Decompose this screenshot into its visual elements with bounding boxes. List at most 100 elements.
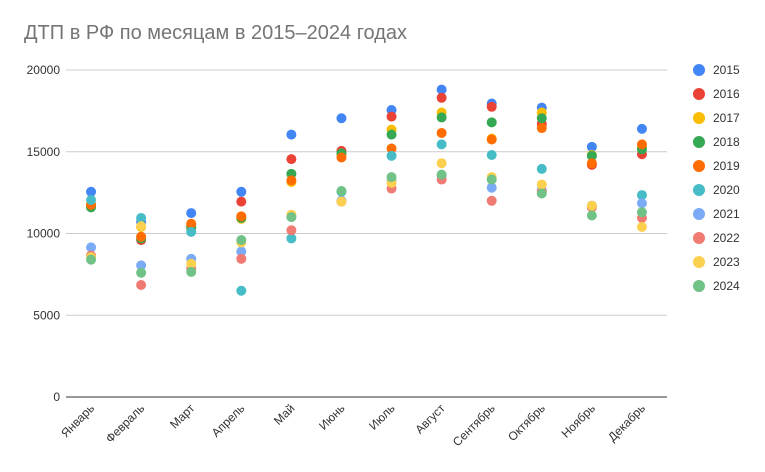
data-point-2023 [536, 179, 547, 190]
data-point-2016 [286, 154, 297, 165]
data-point-2021 [486, 182, 497, 193]
data-point-2015 [186, 208, 197, 219]
data-point-2020 [286, 233, 297, 244]
x-tick-label: Февраль [103, 401, 147, 445]
x-tick-label: Март [167, 401, 198, 432]
data-point-2015 [436, 84, 447, 95]
x-tick-label: Июнь [316, 401, 347, 432]
data-point-2020 [536, 163, 547, 174]
legend-label: 2016 [713, 87, 740, 101]
data-point-2020 [136, 212, 147, 223]
data-point-2023 [586, 200, 597, 211]
data-point-2015 [336, 113, 347, 124]
data-point-2023 [136, 221, 147, 232]
data-point-2020 [636, 190, 647, 201]
y-tick-label: 10000 [27, 227, 61, 241]
legend-label: 2015 [713, 63, 740, 77]
legend-label: 2024 [713, 279, 740, 293]
legend-item: 2024 [693, 279, 740, 293]
data-point-2018 [536, 113, 547, 124]
data-point-2024 [386, 172, 397, 183]
x-tick-label: Сентябрь [450, 401, 498, 449]
y-tick-label: 20000 [27, 63, 61, 77]
x-tick-label: Май [271, 401, 298, 428]
legend-item: 2021 [693, 207, 740, 221]
data-point-2019 [636, 139, 647, 150]
legend-marker [693, 64, 705, 76]
data-point-2019 [536, 123, 547, 134]
data-point-2020 [186, 226, 197, 237]
legend-marker [693, 112, 705, 124]
data-point-2015 [636, 123, 647, 134]
data-point-2024 [486, 174, 497, 185]
x-tick-labels: Январь Февраль Март Апрель Май Июнь Июль Август… [58, 401, 648, 449]
data-point-2016 [486, 101, 497, 112]
x-tick-label: Январь [58, 401, 97, 440]
y-tick-label: 5000 [33, 308, 60, 322]
data-point-2021 [86, 242, 97, 253]
data-point-2021 [636, 198, 647, 209]
data-point-2019 [486, 134, 497, 145]
legend-label: 2018 [713, 135, 740, 149]
y-tick-label: 15000 [27, 145, 61, 159]
data-point-2024 [536, 188, 547, 199]
x-tick-label: Декабрь [605, 401, 648, 444]
data-point-2019 [286, 175, 297, 186]
data-point-2020 [436, 139, 447, 150]
data-point-2024 [286, 212, 297, 223]
legend-item: 2019 [693, 159, 740, 173]
data-point-2019 [236, 211, 247, 222]
data-point-2016 [436, 92, 447, 103]
x-tick-label: Июль [366, 401, 398, 433]
data-point-2024 [136, 267, 147, 278]
legend-item: 2016 [693, 87, 740, 101]
data-point-2020 [386, 150, 397, 161]
legend-marker [693, 184, 705, 196]
data-point-2024 [86, 254, 97, 265]
legend-item: 2023 [693, 255, 740, 269]
data-point-2018 [386, 129, 397, 140]
data-point-2016 [386, 111, 397, 122]
data-point-2024 [186, 266, 197, 277]
data-point-2019 [386, 143, 397, 154]
data-point-2018 [436, 112, 447, 123]
legend-label: 2019 [713, 159, 740, 173]
data-point-2019 [586, 158, 597, 169]
legend-marker [693, 280, 705, 292]
data-point-2024 [586, 210, 597, 221]
data-points [86, 84, 647, 296]
x-tick-label: Октябрь [505, 401, 548, 444]
data-point-2019 [436, 127, 447, 138]
legend-label: 2020 [713, 183, 740, 197]
data-point-2020 [86, 194, 97, 205]
legend-label: 2021 [713, 207, 740, 221]
data-point-2019 [186, 218, 197, 229]
x-tick-label: Апрель [209, 401, 248, 440]
legend-item: 2020 [693, 183, 740, 197]
legend-marker [693, 88, 705, 100]
data-point-2016 [236, 196, 247, 207]
legend-item: 2017 [693, 111, 740, 125]
data-point-2024 [336, 185, 347, 196]
legend-marker [693, 160, 705, 172]
legend-item: 2015 [693, 63, 740, 77]
data-point-2022 [286, 225, 297, 236]
legend-marker [693, 136, 705, 148]
data-point-2024 [436, 169, 447, 180]
legend-label: 2023 [713, 255, 740, 269]
data-point-2023 [436, 158, 447, 169]
data-point-2022 [136, 280, 147, 291]
data-point-2024 [236, 235, 247, 246]
y-tick-label: 0 [53, 390, 60, 404]
data-point-2022 [236, 253, 247, 264]
legend-marker [693, 208, 705, 220]
legend: 2015 2016 2017 2018 2019 2020 2021 2022 2023 2024 [693, 63, 740, 293]
data-point-2019 [136, 231, 147, 242]
legend-item: 2018 [693, 135, 740, 149]
data-point-2019 [336, 152, 347, 163]
data-point-2018 [486, 117, 497, 128]
x-tick-label: Август [412, 401, 448, 437]
data-point-2015 [86, 186, 97, 197]
